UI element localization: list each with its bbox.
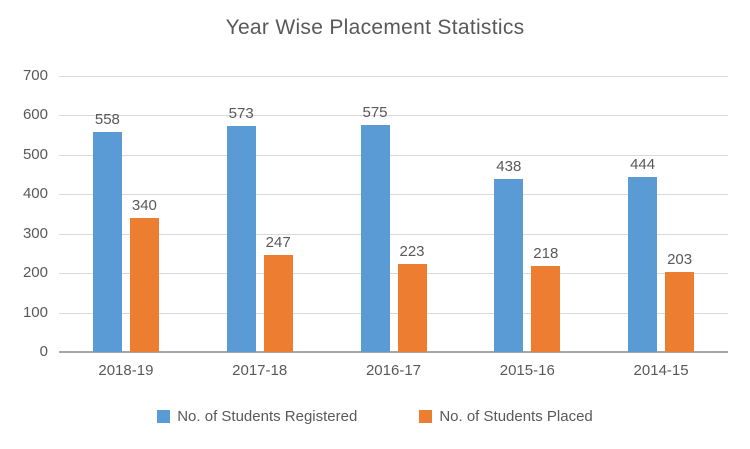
bar-value-label: 573 xyxy=(228,105,254,123)
x-axis-category-label: 2015-16 xyxy=(499,362,555,379)
y-axis-tick-label: 700 xyxy=(22,67,48,84)
x-axis-line xyxy=(59,351,728,353)
y-axis-tick-label: 200 xyxy=(22,264,48,282)
gridline xyxy=(59,312,728,314)
gridline xyxy=(59,115,728,117)
placed-bar xyxy=(531,266,561,352)
registered-bar xyxy=(92,131,122,352)
x-axis-category-label: 2018-19 xyxy=(98,362,154,379)
bar-value-label: 444 xyxy=(630,155,656,173)
legend-label-placed: No. of Students Placed xyxy=(439,408,593,425)
bar-value-label: 558 xyxy=(94,110,120,128)
placed-bar xyxy=(129,217,159,352)
legend: No. of Students Registered No. of Studen… xyxy=(0,408,750,425)
legend-marker-registered-icon xyxy=(157,410,171,423)
bar-value-label: 218 xyxy=(533,245,559,263)
y-axis-tick-label: 600 xyxy=(22,106,48,124)
y-axis-tick-label: 0 xyxy=(39,343,48,360)
bar-value-label: 340 xyxy=(131,196,157,214)
bar-value-label: 438 xyxy=(496,158,522,176)
registered-bar xyxy=(360,125,390,352)
registered-bar xyxy=(494,179,524,352)
y-axis-tick-label: 400 xyxy=(22,185,48,203)
placed-bar xyxy=(397,264,427,352)
gridline xyxy=(59,273,728,275)
gridline xyxy=(59,154,728,156)
placed-bar xyxy=(263,254,293,352)
bar-value-label: 223 xyxy=(399,243,425,261)
registered-bar xyxy=(628,176,658,352)
x-axis-category-label: 2017-18 xyxy=(232,362,288,379)
y-axis-tick-label: 100 xyxy=(22,303,48,321)
y-axis-tick-label: 300 xyxy=(22,224,48,242)
placed-bar xyxy=(665,271,695,352)
bar-value-label: 203 xyxy=(667,250,693,268)
legend-item-placed: No. of Students Placed xyxy=(419,408,593,425)
bar-value-label: 575 xyxy=(362,104,388,122)
gridline xyxy=(59,76,728,77)
legend-item-registered: No. of Students Registered xyxy=(157,408,357,425)
gridline xyxy=(59,233,728,235)
bar-value-label: 247 xyxy=(265,233,291,251)
y-axis-tick-label: 500 xyxy=(22,145,48,163)
chart-title: Year Wise Placement Statistics xyxy=(225,16,525,39)
legend-marker-placed-icon xyxy=(419,410,433,423)
registered-bar xyxy=(226,126,256,352)
x-axis-category-label: 2016-17 xyxy=(365,362,422,379)
gridline xyxy=(59,194,728,196)
legend-label-registered: No. of Students Registered xyxy=(177,408,358,425)
x-axis-category-label: 2014-15 xyxy=(633,362,689,379)
